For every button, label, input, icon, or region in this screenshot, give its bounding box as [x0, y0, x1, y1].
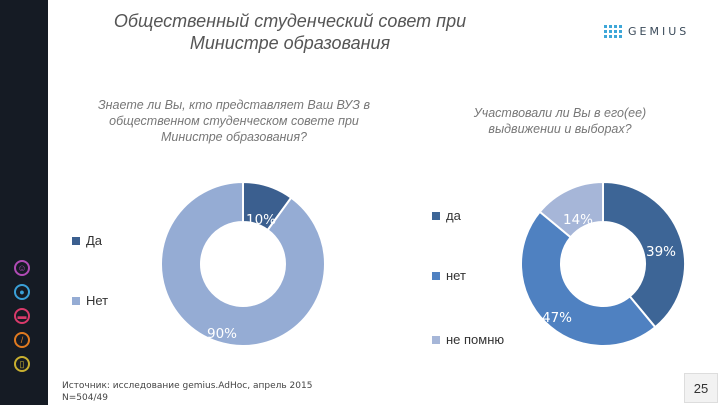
logo-text: GEMIUS	[628, 25, 690, 38]
chart2-data-label: 47%	[542, 310, 573, 326]
legend-swatch	[432, 271, 440, 280]
chat-icon[interactable]: ▬	[14, 308, 30, 324]
chart1-data-label: 90%	[207, 326, 238, 342]
page-number: 25	[684, 373, 718, 403]
legend-swatch	[432, 211, 440, 220]
source-line: Источник: исследование gemius.AdHoc, апр…	[62, 381, 313, 391]
chart2-question: Участвовали ли Вы в его(ее) выдвижении и…	[473, 106, 647, 136]
chart1-question: Знаете ли Вы, кто представляет Ваш ВУЗ в…	[98, 98, 370, 144]
lightbulb-icon[interactable]: ●	[14, 284, 30, 300]
slide-title: Общественный студенческий совет при Мини…	[113, 11, 467, 53]
chart2-legend-item: да	[432, 208, 461, 223]
wrench-icon[interactable]: /	[14, 332, 30, 348]
chart2-slice-0	[602, 180, 686, 329]
chart2-data-label: 14%	[563, 212, 594, 228]
chart1-legend-item: Да	[72, 233, 102, 248]
chart2-slice-1	[520, 210, 657, 347]
sample-size: N=504/49	[62, 393, 108, 403]
legend-label: да	[446, 208, 461, 223]
chart1-legend-item: Нет	[72, 293, 108, 308]
sidebar: ☺ ● ▬ / ▯	[0, 0, 48, 405]
gemius-logo: GEMIUS	[604, 25, 689, 38]
chart2-data-label: 39%	[646, 244, 677, 260]
chart2-slice-2	[538, 180, 604, 239]
chart1-slice-1	[160, 180, 326, 347]
legend-label: нет	[446, 268, 466, 283]
legend-swatch	[72, 236, 80, 245]
legend-label: Да	[86, 233, 103, 248]
source-note: Источник: исследование gemius.AdHoc, апр…	[62, 380, 312, 404]
people-icon[interactable]: ☺	[14, 260, 30, 276]
chart2-legend-item: нет	[432, 268, 466, 283]
legend-swatch	[72, 296, 80, 305]
chart2-legend-item: не помню	[432, 332, 504, 347]
legend-label: Нет	[86, 293, 109, 308]
legend-swatch	[432, 335, 440, 344]
document-icon[interactable]: ▯	[14, 356, 30, 372]
legend-label: не помню	[446, 332, 505, 347]
chart1-data-label: 10%	[246, 212, 277, 228]
logo-dots-icon	[604, 25, 622, 38]
